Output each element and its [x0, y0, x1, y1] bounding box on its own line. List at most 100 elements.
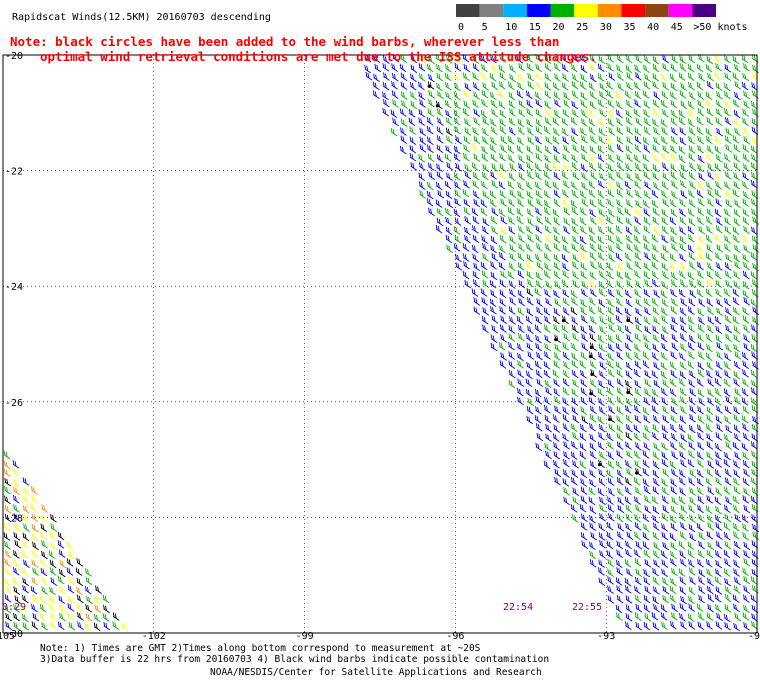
wind-barb	[698, 198, 705, 207]
wind-barb	[49, 559, 57, 569]
wind-barb	[670, 262, 677, 272]
wind-barb	[715, 522, 723, 531]
wind-barb	[671, 603, 678, 613]
wind-barb	[715, 621, 723, 630]
wind-barb	[643, 549, 651, 558]
wind-barb	[697, 368, 705, 378]
wind-barb	[518, 62, 526, 72]
wind-barb	[500, 144, 508, 153]
wind-barb	[626, 243, 634, 252]
wind-barb	[580, 207, 587, 216]
wind-barb	[491, 64, 499, 74]
wind-barb	[742, 289, 750, 299]
wind-barb	[373, 73, 380, 83]
wind-barb	[670, 163, 678, 172]
wind-barb	[499, 298, 507, 307]
wind-barb	[579, 432, 587, 441]
wind-barb	[553, 307, 561, 317]
wind-barb	[554, 396, 561, 405]
wind-barb	[544, 162, 552, 172]
wind-barb	[651, 370, 659, 379]
wind-barb	[670, 423, 677, 433]
wind-barb	[616, 154, 624, 163]
wind-barb	[599, 361, 607, 370]
wind-barb	[535, 135, 542, 145]
wind-barb	[698, 73, 706, 82]
wind-barb	[455, 135, 463, 145]
wind-barb	[607, 585, 614, 594]
wind-barb	[581, 181, 588, 191]
wind-barb	[725, 496, 732, 505]
wind-barb	[480, 261, 488, 271]
wind-barb	[733, 540, 741, 550]
wind-barb	[752, 523, 759, 533]
wind-barb	[680, 297, 688, 307]
wind-barb	[743, 585, 750, 594]
wind-barb	[580, 369, 587, 379]
wind-barb	[671, 333, 679, 343]
wind-barb	[455, 163, 463, 172]
wind-barb	[444, 99, 452, 109]
wind-barb	[661, 262, 669, 271]
wind-barb	[31, 549, 38, 559]
wind-barb	[750, 100, 758, 110]
wind-barb	[679, 531, 687, 540]
wind-barb	[724, 64, 732, 73]
wind-barb	[615, 604, 623, 614]
wind-barb	[606, 469, 614, 478]
wind-barb	[535, 423, 543, 432]
wind-barb	[4, 477, 11, 487]
wind-barb	[635, 307, 642, 317]
wind-barb	[545, 136, 553, 145]
wind-barb	[606, 90, 614, 99]
wind-barb	[707, 486, 715, 495]
wind-barb	[392, 117, 399, 127]
wind-barb	[707, 577, 714, 587]
wind-barb	[607, 477, 615, 486]
wind-barb	[597, 145, 605, 154]
wind-barb	[489, 190, 497, 199]
wind-barb	[590, 532, 598, 541]
wind-barb	[57, 621, 65, 631]
wind-barb	[598, 288, 606, 297]
wind-barb	[617, 523, 625, 532]
wind-barb	[481, 270, 489, 279]
wind-barb	[599, 325, 606, 335]
wind-barb	[660, 361, 668, 371]
wind-barb	[527, 217, 535, 227]
wind-barb	[707, 378, 715, 387]
wind-barb	[697, 549, 705, 559]
wind-barb	[607, 451, 615, 460]
wind-barb	[662, 198, 670, 208]
wind-barb	[473, 297, 481, 306]
wind-barb	[615, 559, 623, 569]
wind-barb	[544, 379, 552, 389]
wind-barb	[509, 189, 517, 198]
wind-barb	[652, 216, 660, 225]
wind-barb	[679, 171, 687, 180]
wind-barb	[652, 595, 660, 605]
wind-barb	[644, 585, 652, 595]
wind-barb	[617, 206, 624, 216]
wind-barb	[454, 197, 461, 207]
wind-barb	[697, 424, 704, 433]
wind-barb	[571, 397, 579, 406]
wind-barb	[671, 342, 679, 351]
wind-barb	[750, 576, 758, 585]
wind-barb	[644, 505, 652, 514]
wind-barb	[670, 208, 678, 218]
wind-barb	[463, 198, 471, 208]
wind-barb	[743, 549, 750, 559]
wind-barb	[624, 289, 632, 298]
wind-barb	[554, 109, 561, 119]
wind-barb	[653, 126, 660, 136]
wind-barb	[553, 145, 560, 154]
wind-barb	[489, 198, 497, 208]
wind-barb	[687, 244, 695, 253]
wind-barb	[698, 225, 706, 235]
wind-barb	[67, 595, 74, 604]
wind-barb	[715, 279, 723, 289]
wind-barb	[76, 577, 84, 587]
wind-barb	[669, 378, 677, 388]
wind-barb	[698, 298, 706, 307]
